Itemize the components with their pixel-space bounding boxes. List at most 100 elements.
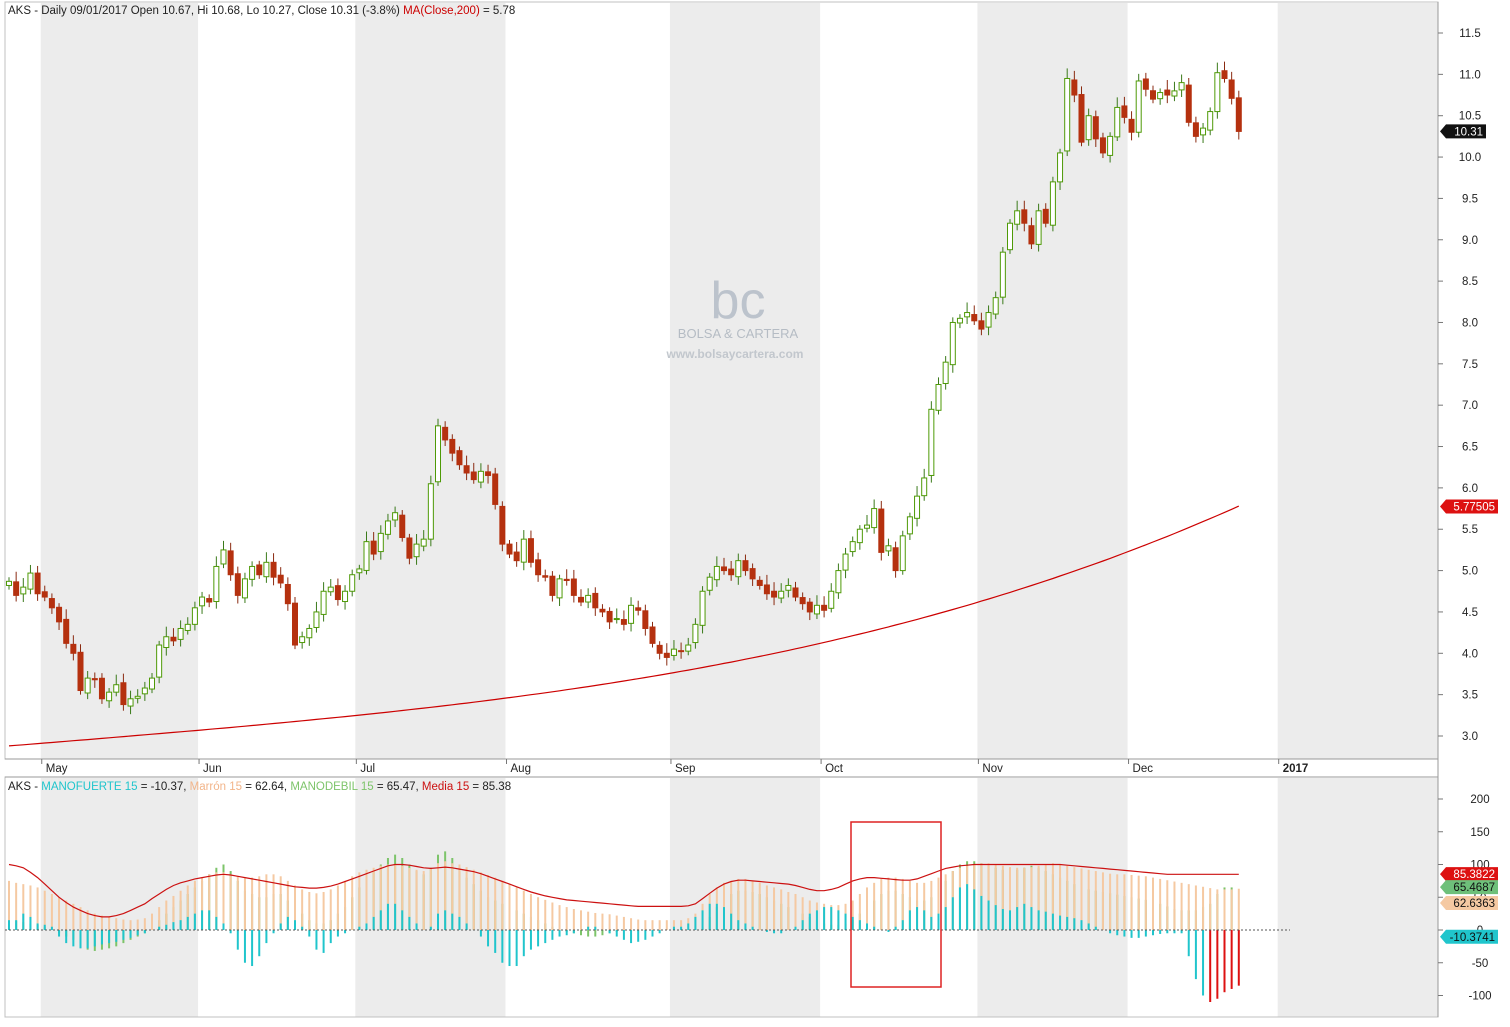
candle-up — [427, 483, 434, 540]
candle-down — [1099, 137, 1106, 154]
candle-up — [906, 516, 913, 535]
price-tick-label: 4.0 — [1462, 648, 1478, 660]
candle-up — [149, 677, 155, 690]
price-tick-label: 8.0 — [1462, 317, 1478, 329]
candle-up — [249, 565, 256, 580]
date-axis: May Jun Jul Aug Sep Oct Nov Dec 2017 — [41, 759, 1309, 775]
candle-up — [556, 578, 563, 599]
candle-down — [1021, 209, 1028, 224]
candle-down — [492, 473, 499, 505]
candle-down — [399, 514, 406, 539]
month-band — [1277, 778, 1438, 1017]
candle-up — [435, 425, 441, 483]
candle-down — [535, 559, 542, 576]
candle-up — [213, 565, 220, 603]
candle-up — [191, 607, 198, 625]
candle-down — [892, 547, 899, 572]
candle-up — [520, 538, 527, 563]
value-label-bg — [1440, 880, 1498, 895]
candle-up — [921, 477, 928, 497]
candle-up — [949, 321, 956, 366]
price-tick-label: 10.5 — [1459, 111, 1481, 123]
candle-down — [277, 574, 284, 584]
indicator-tick-label: 200 — [1470, 794, 1489, 806]
candle-down — [442, 426, 449, 441]
month-band — [1277, 3, 1438, 759]
date-tick-label: Sep — [675, 763, 695, 775]
candle-up — [363, 541, 370, 571]
candle-down — [542, 575, 549, 578]
candle-down — [449, 438, 456, 454]
candle-up — [828, 590, 835, 609]
candle-down — [570, 578, 577, 596]
date-tick-label: Oct — [825, 763, 844, 775]
candle-up — [864, 524, 870, 529]
candle-up — [849, 541, 856, 553]
price-tick-label: 9.0 — [1462, 235, 1478, 247]
annotation-box — [850, 821, 942, 988]
candle-down — [527, 538, 534, 563]
legend-series-name: Media 15 — [422, 781, 469, 793]
date-tick-label: Jun — [203, 763, 222, 775]
candle-up — [885, 545, 892, 552]
candle-up — [392, 512, 399, 521]
candle-up — [670, 648, 677, 656]
candle-up — [942, 361, 949, 385]
legend-series-value: = -10.37, — [138, 781, 190, 793]
candle-up — [377, 532, 384, 553]
candle-down — [649, 626, 656, 644]
candle-up — [1085, 115, 1092, 141]
candle-down — [485, 471, 492, 476]
price-axis: 3.0 3.5 4.0 4.5 5.0 5.5 6.0 6.5 7.0 7.5 8.0 8.5 9.0 9… — [1438, 28, 1481, 743]
price-header: AKS - Daily 09/01/2017 Open 10.67, Hi 10… — [8, 5, 515, 17]
value-label-text: 65.4687 — [1453, 882, 1495, 894]
watermark: bc BOLSA & CARTERA www.bolsaycartera.com — [666, 272, 804, 361]
price-tick-label: 5.5 — [1462, 524, 1478, 536]
candle-down — [1164, 89, 1171, 96]
candle-down — [292, 602, 298, 646]
candle-up — [342, 590, 349, 603]
legend-series-name: MANOFUERTE 15 — [41, 781, 137, 793]
candle-down — [599, 608, 606, 613]
candle-down — [91, 678, 98, 681]
legend-series-value: = 85.38 — [469, 781, 511, 793]
candle-up — [320, 590, 327, 615]
candle-down — [48, 598, 55, 609]
candle-down — [1142, 78, 1149, 90]
candle-up — [177, 627, 184, 640]
candle-up — [134, 695, 141, 699]
legend-series-name: MANODEBIL 15 — [290, 781, 373, 793]
candle-down — [170, 636, 177, 642]
candle-up — [1207, 111, 1214, 131]
candle-down — [1228, 79, 1235, 99]
candle-down — [463, 465, 470, 474]
candle-up — [956, 317, 963, 324]
candle-up — [692, 623, 699, 644]
candle-down — [749, 568, 756, 580]
candle-down — [499, 505, 506, 545]
candle-up — [835, 570, 842, 594]
candle-up — [1157, 92, 1164, 100]
candle-up — [1214, 72, 1221, 113]
candle-up — [735, 560, 742, 578]
candle-down — [620, 619, 627, 625]
candle-up — [6, 580, 12, 586]
candle-down — [63, 618, 70, 644]
candle-down — [256, 564, 263, 576]
candle-down — [635, 607, 642, 611]
candle-down — [227, 550, 234, 576]
candle-up — [106, 691, 113, 702]
indicator-tick-label: 150 — [1470, 827, 1489, 839]
date-tick-label: 2017 — [1283, 763, 1309, 775]
candle-up — [141, 687, 148, 695]
candle-down — [978, 320, 985, 330]
candle-down — [663, 652, 670, 658]
candle-up — [778, 590, 785, 599]
value-label-bg — [1440, 499, 1498, 514]
candle-up — [935, 384, 942, 411]
candle-up — [813, 604, 820, 615]
candle-down — [721, 566, 727, 572]
candle-up — [27, 572, 34, 590]
candle-down — [70, 643, 77, 654]
